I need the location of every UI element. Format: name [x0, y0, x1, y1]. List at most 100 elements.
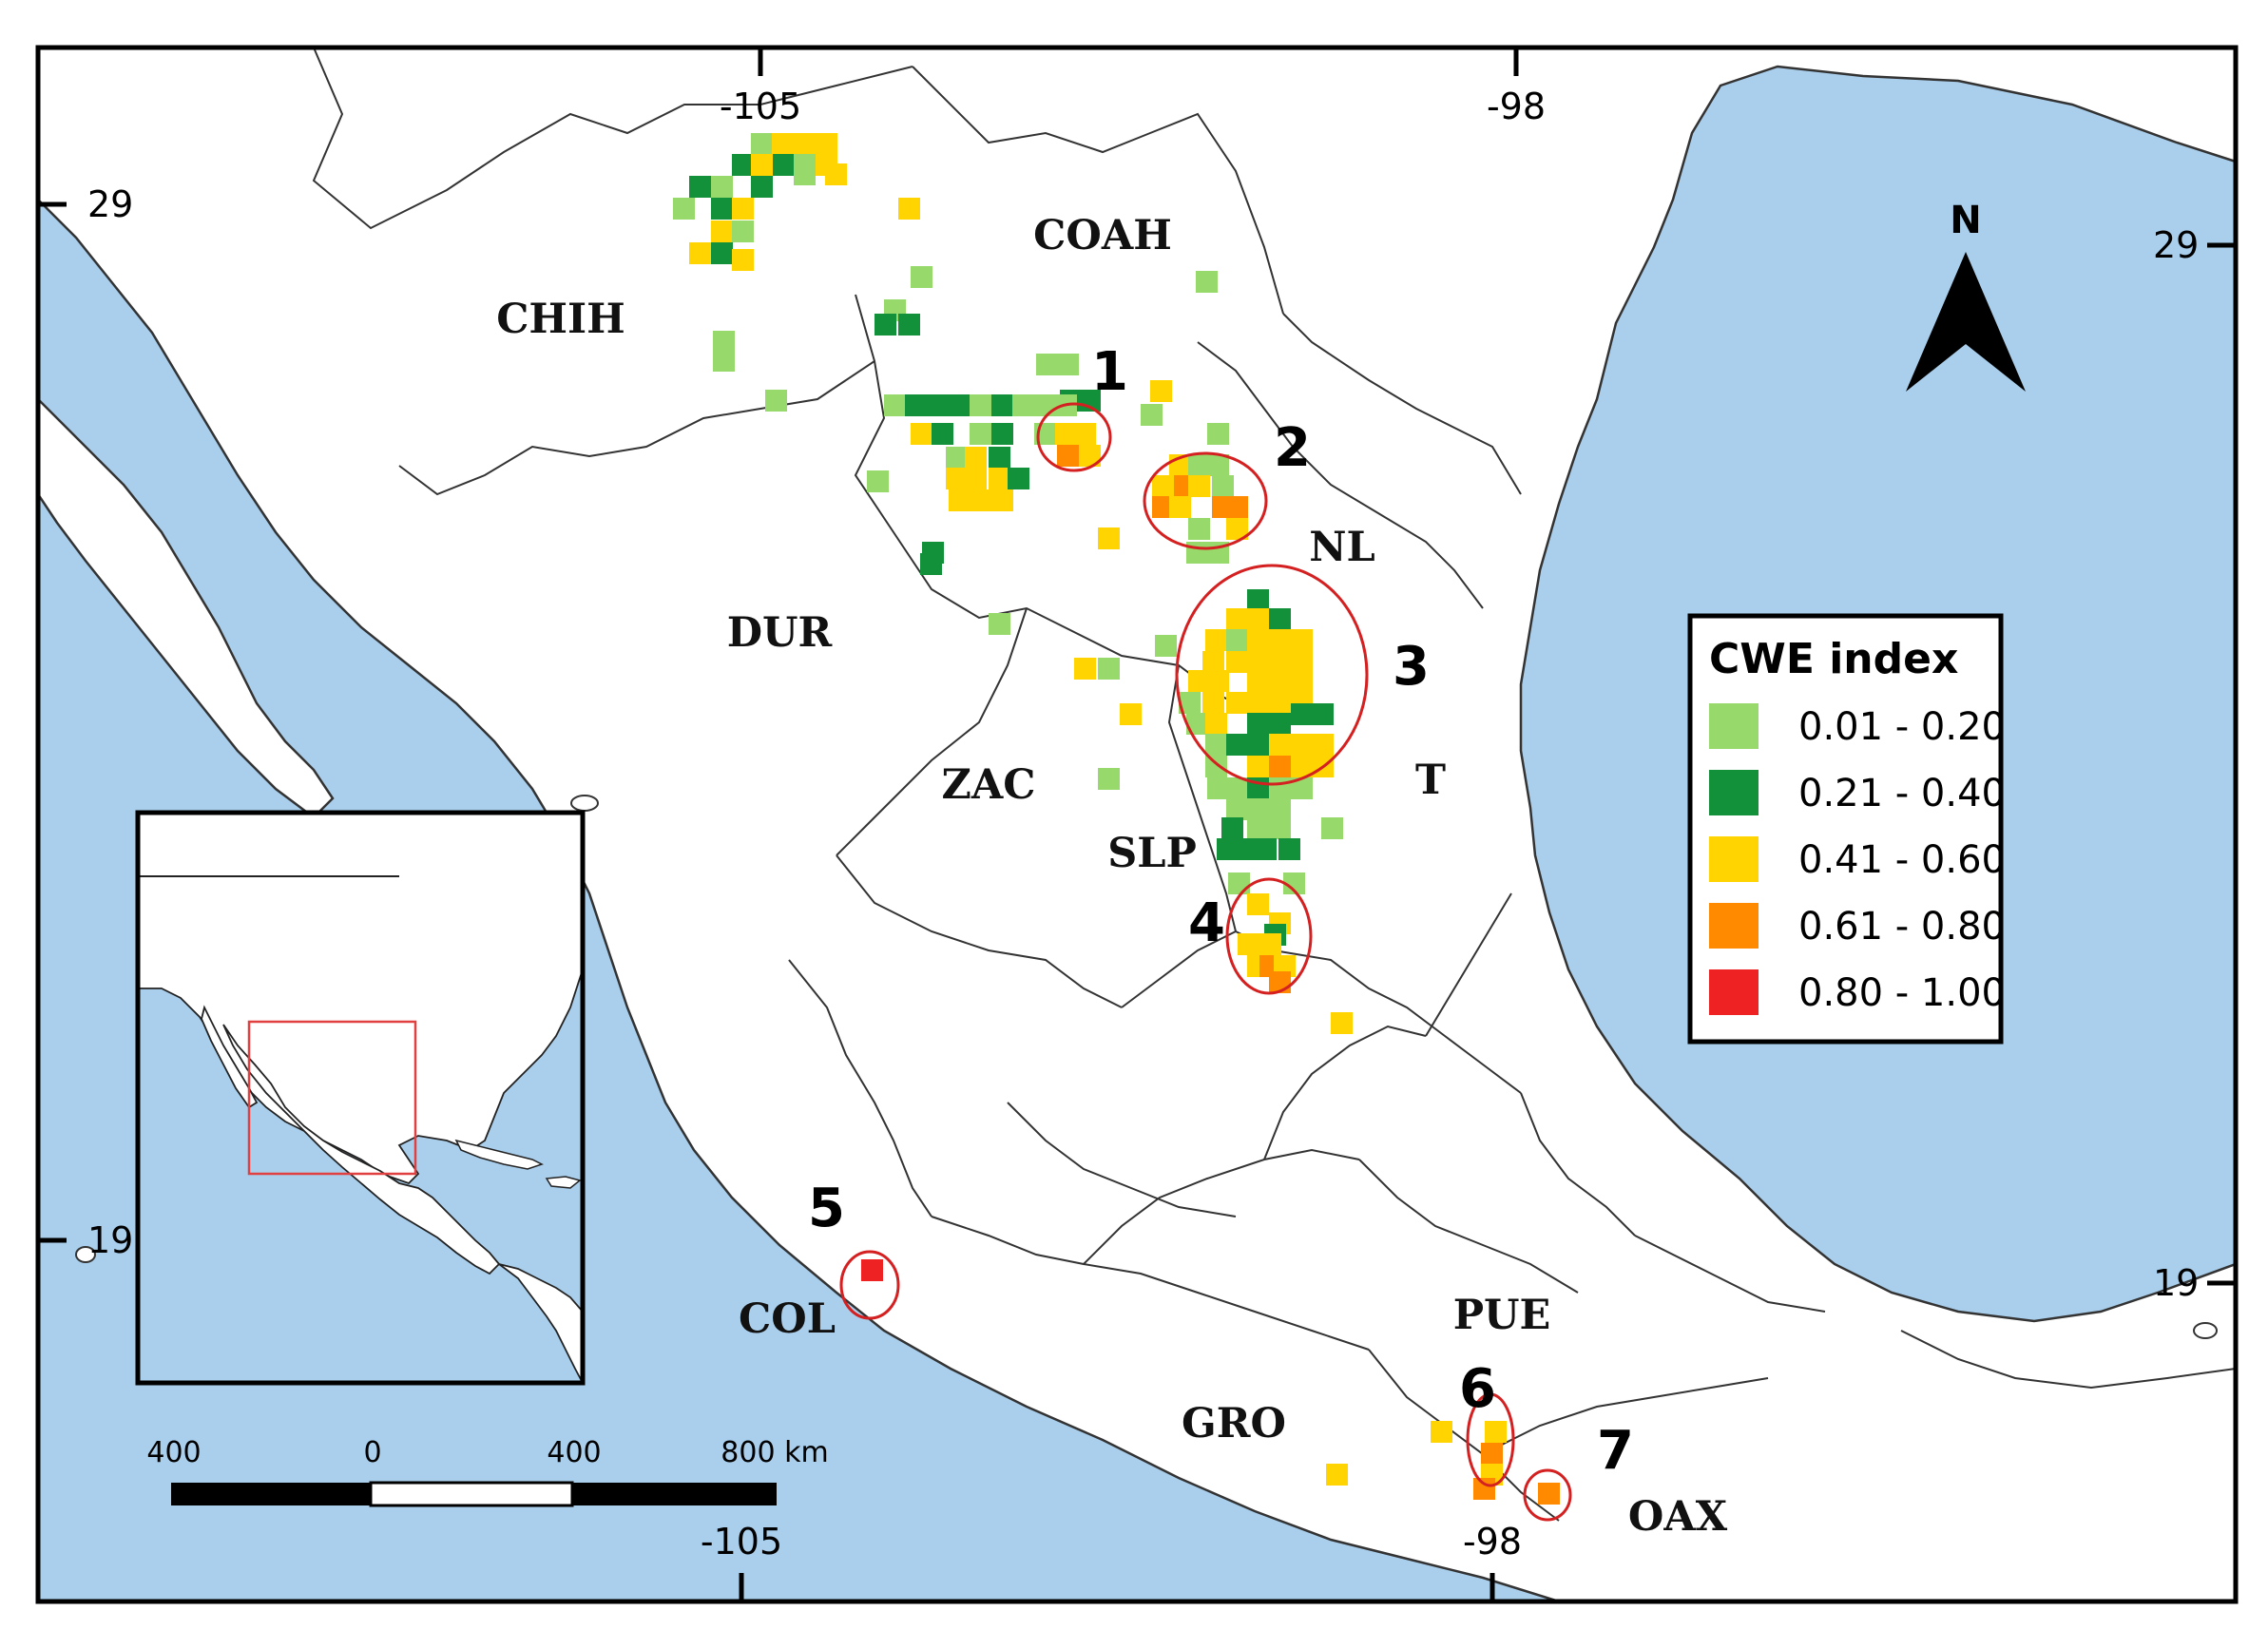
cwe-cell	[989, 613, 1010, 635]
cwe-cell	[898, 198, 920, 220]
cwe-cell	[751, 176, 773, 198]
cwe-cell	[1291, 670, 1313, 692]
cwe-cell	[1034, 394, 1056, 416]
cwe-cell	[1012, 394, 1034, 416]
cwe-cell	[989, 447, 1010, 469]
cwe-cell	[1155, 635, 1177, 657]
state-label-dur: DUR	[727, 609, 833, 657]
inset-baja	[201, 1005, 259, 1109]
cwe-cell	[1473, 1478, 1495, 1500]
baja-peninsula	[38, 397, 335, 819]
cwe-cell	[911, 266, 932, 288]
cwe-cell	[932, 423, 953, 445]
cwe-cell	[970, 394, 991, 416]
cluster-label-7: 7	[1597, 1420, 1634, 1482]
scale-label-800-km: 800 km	[721, 1436, 828, 1469]
lon-tick-top-105: -105	[720, 86, 801, 127]
cwe-cell	[689, 242, 711, 264]
legend-swatch-1	[1709, 703, 1759, 749]
lat-tick-right-19: 19	[2153, 1262, 2199, 1304]
cwe-cell	[1205, 713, 1227, 735]
cwe-cell	[1150, 380, 1172, 402]
cwe-cell	[1269, 798, 1291, 820]
cwe-cell	[1278, 838, 1300, 860]
cluster-circle-3	[1175, 564, 1369, 786]
cwe-cell	[1247, 692, 1269, 714]
cwe-cell	[970, 423, 991, 445]
scale-label-0: 0	[363, 1436, 381, 1469]
cluster-label-6: 6	[1459, 1358, 1496, 1420]
inset-mexico	[222, 1024, 501, 1275]
lat-tick-right-29: 29	[2153, 224, 2199, 266]
cwe-cell	[1141, 404, 1163, 426]
cwe-cell	[927, 394, 949, 416]
cwe-cell	[1291, 629, 1313, 651]
cwe-cell	[732, 221, 754, 242]
cwe-cell	[1152, 496, 1174, 518]
cwe-cell	[1207, 670, 1229, 692]
cwe-cell	[1226, 651, 1248, 673]
north-arrow-icon	[1906, 252, 2026, 392]
cwe-cells	[673, 133, 1560, 1505]
cwe-cell	[711, 221, 733, 242]
cwe-cell	[1247, 629, 1269, 651]
cwe-cell	[1312, 703, 1334, 725]
cwe-cell	[1485, 1421, 1507, 1443]
legend-label-5: 0.80 - 1.00	[1798, 971, 2006, 1015]
state-label-slp: SLP	[1107, 830, 1197, 877]
cwe-cell	[1291, 651, 1313, 673]
cwe-cell	[1291, 777, 1313, 799]
cluster-label-4: 4	[1188, 892, 1225, 954]
cwe-cell	[1205, 756, 1227, 777]
cwe-cell	[991, 489, 1013, 511]
cwe-cell	[1008, 468, 1029, 489]
state-label-oax: OAX	[1628, 1493, 1728, 1541]
cwe-cell	[711, 176, 733, 198]
cwe-cell	[1152, 475, 1174, 497]
cwe-cell	[1247, 608, 1269, 630]
cwe-cell	[1036, 354, 1058, 375]
cwe-cell	[1312, 734, 1334, 756]
cwe-cell	[732, 154, 754, 176]
state-label-t: T	[1415, 757, 1446, 804]
cwe-cell	[1269, 608, 1291, 630]
cwe-cell	[772, 154, 794, 176]
cwe-cell	[911, 423, 932, 445]
cluster-circles	[839, 402, 1572, 1522]
north-label: N	[1950, 199, 1981, 242]
cwe-cell	[1269, 651, 1291, 673]
cwe-cell	[1481, 1443, 1503, 1465]
cwe-cell	[1188, 518, 1210, 540]
state-label-coah: COAH	[1033, 212, 1172, 259]
inset-extent-box	[247, 1020, 417, 1176]
cwe-cell	[1255, 838, 1277, 860]
cluster-circle-6	[1466, 1392, 1515, 1487]
cwe-cell	[1269, 670, 1291, 692]
cwe-cell	[1238, 933, 1259, 955]
legend-swatch-4	[1709, 903, 1759, 949]
legend-label-4: 0.61 - 0.80	[1798, 905, 2006, 949]
cwe-cell	[965, 468, 987, 489]
state-label-zac: ZAC	[942, 761, 1036, 809]
cwe-cell	[1098, 658, 1120, 680]
cwe-cell	[732, 198, 754, 220]
cwe-cell	[765, 390, 787, 412]
cwe-cell	[732, 249, 754, 271]
cwe-cell	[1120, 703, 1142, 725]
lon-tick-bottom-98: -98	[1463, 1521, 1522, 1563]
cwe-cell	[1236, 838, 1258, 860]
cwe-cell	[949, 394, 971, 416]
cwe-cell	[1269, 756, 1291, 777]
cluster-circle-2	[1143, 451, 1268, 550]
cwe-cell	[1226, 629, 1248, 651]
islands	[75, 795, 2218, 1339]
cluster-label-5: 5	[808, 1178, 845, 1239]
cwe-cell	[1079, 445, 1101, 467]
cwe-cell	[1074, 658, 1096, 680]
legend: CWE index 0.01 - 0.20 0.21 - 0.40 0.41 - 0…	[1687, 613, 2006, 1045]
cwe-cell	[1247, 651, 1269, 673]
cwe-cell	[1207, 423, 1229, 445]
cwe-cell	[1226, 734, 1248, 756]
legend-swatch-3	[1709, 836, 1759, 882]
